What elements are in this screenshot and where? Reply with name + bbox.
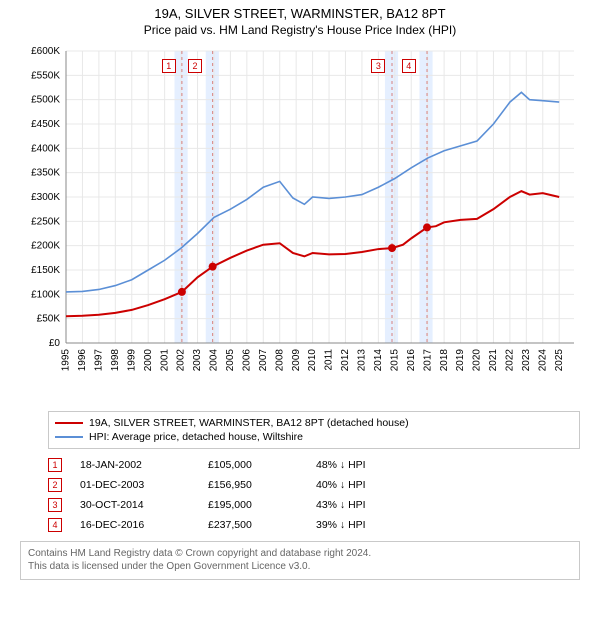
transaction-price: £105,000 — [208, 459, 298, 471]
svg-text:1999: 1999 — [126, 348, 137, 371]
transaction-date: 01-DEC-2003 — [80, 479, 190, 491]
footer-line: This data is licensed under the Open Gov… — [28, 560, 572, 574]
svg-text:£500K: £500K — [31, 95, 60, 106]
svg-text:2011: 2011 — [324, 348, 335, 370]
transactions-table: 1 18-JAN-2002 £105,000 48% ↓ HPI 2 01-DEC-200… — [48, 455, 580, 535]
svg-text:1998: 1998 — [110, 348, 121, 371]
svg-text:2018: 2018 — [439, 348, 450, 371]
svg-text:2021: 2021 — [488, 348, 499, 371]
svg-text:2024: 2024 — [537, 348, 548, 371]
transaction-row: 2 01-DEC-2003 £156,950 40% ↓ HPI — [48, 475, 580, 495]
legend-label: HPI: Average price, detached house, Wilt… — [89, 431, 303, 443]
attribution-footer: Contains HM Land Registry data © Crown c… — [20, 541, 580, 580]
svg-text:1997: 1997 — [94, 348, 105, 371]
chart-marker-badge: 4 — [402, 59, 416, 73]
svg-text:2013: 2013 — [357, 348, 368, 371]
svg-text:2015: 2015 — [389, 348, 400, 371]
svg-text:2002: 2002 — [176, 348, 187, 371]
svg-text:2006: 2006 — [241, 348, 252, 371]
svg-text:2003: 2003 — [192, 348, 203, 371]
transaction-diff: 48% ↓ HPI — [316, 459, 406, 471]
svg-text:2022: 2022 — [505, 348, 516, 371]
price-chart: £0 £50K £100K £150K £200K £250K £300K £350K £400… — [20, 43, 580, 403]
chart-marker-badge: 1 — [162, 59, 176, 73]
svg-text:£400K: £400K — [31, 143, 60, 154]
transaction-price: £195,000 — [208, 499, 298, 511]
page-subtitle: Price paid vs. HM Land Registry's House … — [10, 23, 590, 37]
svg-text:£350K: £350K — [31, 168, 60, 179]
svg-text:2023: 2023 — [521, 348, 532, 371]
legend-item: HPI: Average price, detached house, Wilt… — [55, 430, 573, 444]
chart-marker-badge: 2 — [188, 59, 202, 73]
svg-text:£600K: £600K — [31, 46, 60, 57]
svg-text:2020: 2020 — [472, 348, 483, 371]
transaction-price: £156,950 — [208, 479, 298, 491]
transaction-badge: 3 — [48, 498, 62, 512]
page-title: 19A, SILVER STREET, WARMINSTER, BA12 8PT — [10, 6, 590, 23]
transaction-diff: 43% ↓ HPI — [316, 499, 406, 511]
svg-text:£450K: £450K — [31, 119, 60, 130]
chart-marker-badge: 3 — [371, 59, 385, 73]
svg-text:1995: 1995 — [61, 348, 72, 371]
svg-text:£50K: £50K — [37, 314, 61, 325]
svg-text:2010: 2010 — [307, 348, 318, 371]
footer-line: Contains HM Land Registry data © Crown c… — [28, 547, 572, 561]
svg-text:£550K: £550K — [31, 70, 60, 81]
legend-label: 19A, SILVER STREET, WARMINSTER, BA12 8PT… — [89, 417, 409, 429]
transaction-diff: 40% ↓ HPI — [316, 479, 406, 491]
transaction-date: 16-DEC-2016 — [80, 519, 190, 531]
svg-text:2025: 2025 — [554, 348, 565, 371]
svg-text:2007: 2007 — [258, 348, 269, 371]
legend-swatch — [55, 422, 83, 424]
svg-text:£150K: £150K — [31, 265, 60, 276]
legend-item: 19A, SILVER STREET, WARMINSTER, BA12 8PT… — [55, 416, 573, 430]
chart-legend: 19A, SILVER STREET, WARMINSTER, BA12 8PT… — [48, 411, 580, 449]
svg-text:2001: 2001 — [159, 348, 170, 371]
svg-text:£200K: £200K — [31, 241, 60, 252]
transaction-badge: 1 — [48, 458, 62, 472]
legend-swatch — [55, 436, 83, 438]
svg-text:2017: 2017 — [422, 348, 433, 371]
svg-text:2014: 2014 — [373, 348, 384, 371]
transaction-date: 18-JAN-2002 — [80, 459, 190, 471]
transaction-badge: 2 — [48, 478, 62, 492]
svg-text:2000: 2000 — [143, 348, 154, 371]
svg-text:2016: 2016 — [406, 348, 417, 371]
transaction-badge: 4 — [48, 518, 62, 532]
svg-text:2005: 2005 — [225, 348, 236, 371]
transaction-row: 4 16-DEC-2016 £237,500 39% ↓ HPI — [48, 515, 580, 535]
svg-text:2019: 2019 — [455, 348, 466, 371]
svg-text:£250K: £250K — [31, 216, 60, 227]
transaction-row: 3 30-OCT-2014 £195,000 43% ↓ HPI — [48, 495, 580, 515]
transaction-price: £237,500 — [208, 519, 298, 531]
svg-text:£300K: £300K — [31, 192, 60, 203]
svg-text:£100K: £100K — [31, 289, 60, 300]
transaction-row: 1 18-JAN-2002 £105,000 48% ↓ HPI — [48, 455, 580, 475]
transaction-diff: 39% ↓ HPI — [316, 519, 406, 531]
svg-text:£0: £0 — [49, 338, 61, 349]
svg-text:2004: 2004 — [209, 348, 220, 371]
svg-text:2009: 2009 — [291, 348, 302, 371]
transaction-date: 30-OCT-2014 — [80, 499, 190, 511]
svg-text:1996: 1996 — [77, 348, 88, 371]
svg-text:2012: 2012 — [340, 348, 351, 371]
svg-text:2008: 2008 — [274, 348, 285, 371]
